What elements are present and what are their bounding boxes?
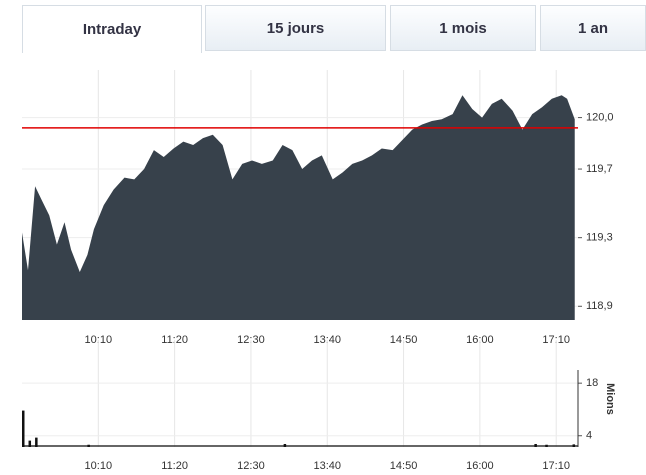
y-tick-label: 18 bbox=[586, 377, 598, 389]
x-tick-label: 14:50 bbox=[390, 334, 418, 346]
y-tick-label: 119,7 bbox=[586, 163, 613, 175]
x-tick-label: 13:40 bbox=[313, 334, 341, 346]
volume-bar bbox=[28, 440, 32, 447]
x-tick-label: 16:00 bbox=[466, 460, 494, 472]
x-tick-label: 14:50 bbox=[390, 460, 418, 472]
x-tick-label: 10:10 bbox=[85, 334, 113, 346]
volume-bar bbox=[35, 437, 38, 447]
y-tick-label: 118,9 bbox=[586, 300, 613, 312]
volume-bar bbox=[283, 443, 287, 447]
x-tick-label: 12:30 bbox=[237, 334, 265, 346]
y-tick-label: 4 bbox=[586, 430, 592, 442]
y-tick-label: 119,3 bbox=[586, 232, 613, 244]
x-tick-label: 16:00 bbox=[466, 334, 494, 346]
volume-bar bbox=[87, 444, 90, 447]
volume-bar bbox=[545, 444, 548, 447]
volume-bar bbox=[22, 410, 25, 447]
y-tick-label: 120,0 bbox=[586, 111, 614, 123]
x-tick-label: 17:10 bbox=[542, 460, 570, 472]
volume-bar bbox=[534, 443, 537, 447]
x-tick-label: 12:30 bbox=[237, 460, 265, 472]
y-axis-label: Mions bbox=[604, 383, 616, 415]
tab[interactable]: 15 jours bbox=[205, 5, 386, 51]
tab[interactable]: 1 an bbox=[540, 5, 646, 51]
tab[interactable]: Intraday bbox=[22, 5, 202, 53]
volume-bar bbox=[572, 444, 576, 447]
x-tick-label: 11:20 bbox=[161, 334, 188, 346]
x-tick-label: 10:10 bbox=[85, 460, 113, 472]
x-tick-label: 17:10 bbox=[542, 334, 570, 346]
x-tick-label: 13:40 bbox=[313, 460, 341, 472]
tab[interactable]: 1 mois bbox=[390, 5, 536, 51]
x-tick-label: 11:20 bbox=[161, 460, 188, 472]
price-area bbox=[22, 95, 575, 321]
